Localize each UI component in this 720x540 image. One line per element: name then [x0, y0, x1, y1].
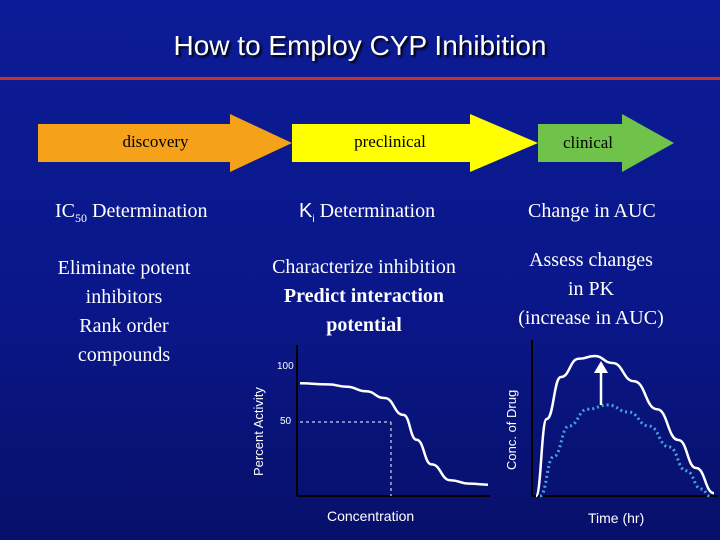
preclinical-line-3: potential — [326, 314, 402, 336]
chart2-ylabel: Conc. of Drug — [504, 389, 519, 470]
heading-ic50: IC50 Determination — [55, 200, 208, 225]
chart1-inhibition-curve — [299, 382, 489, 486]
phase-label-discovery: discovery — [122, 132, 189, 151]
heading-auc: Change in AUC — [528, 200, 656, 222]
preclinical-line-1: Characterize inhibition — [272, 256, 456, 278]
preclinical-description: Characterize inhibition Predict interact… — [246, 253, 482, 340]
chart2-xlabel: Time (hr) — [588, 510, 645, 526]
chart1-ylabel: Percent Activity — [251, 387, 266, 476]
phase-label-preclinical: preclinical — [354, 132, 426, 151]
phase-arrow-preclinical — [292, 114, 538, 172]
discovery-line-2: inhibitors — [85, 286, 163, 308]
clinical-line-1: Assess changes — [529, 249, 653, 271]
title-underline — [0, 77, 720, 80]
slide-title: How to Employ CYP Inhibition — [173, 30, 547, 61]
discovery-description: Eliminate potent inhibitors Rank order c… — [20, 254, 228, 370]
clinical-line-3: (increase in AUC) — [518, 307, 664, 329]
discovery-line-4: compounds — [77, 344, 171, 366]
heading-ki: Ki Determination — [299, 200, 436, 225]
discovery-line-1: Eliminate potent — [57, 257, 191, 279]
chart2-baseline-curve — [539, 403, 711, 498]
chart2-auc-curve — [534, 354, 715, 498]
discovery-line-3: Rank order — [79, 315, 169, 337]
chart1-xlabel: Concentration — [327, 508, 415, 524]
up-arrow-head — [594, 361, 608, 373]
chart1-ytick-50: 50 — [280, 416, 292, 427]
phase-arrow-clinical — [538, 114, 674, 172]
clinical-description: Assess changes in PK (increase in AUC) — [488, 246, 694, 333]
chart1-ytick-100: 100 — [277, 361, 294, 372]
phase-arrow-discovery — [38, 114, 292, 172]
preclinical-line-2: Predict interaction — [283, 285, 445, 307]
phase-label-clinical: clinical — [562, 133, 614, 152]
clinical-line-2: in PK — [567, 278, 615, 300]
